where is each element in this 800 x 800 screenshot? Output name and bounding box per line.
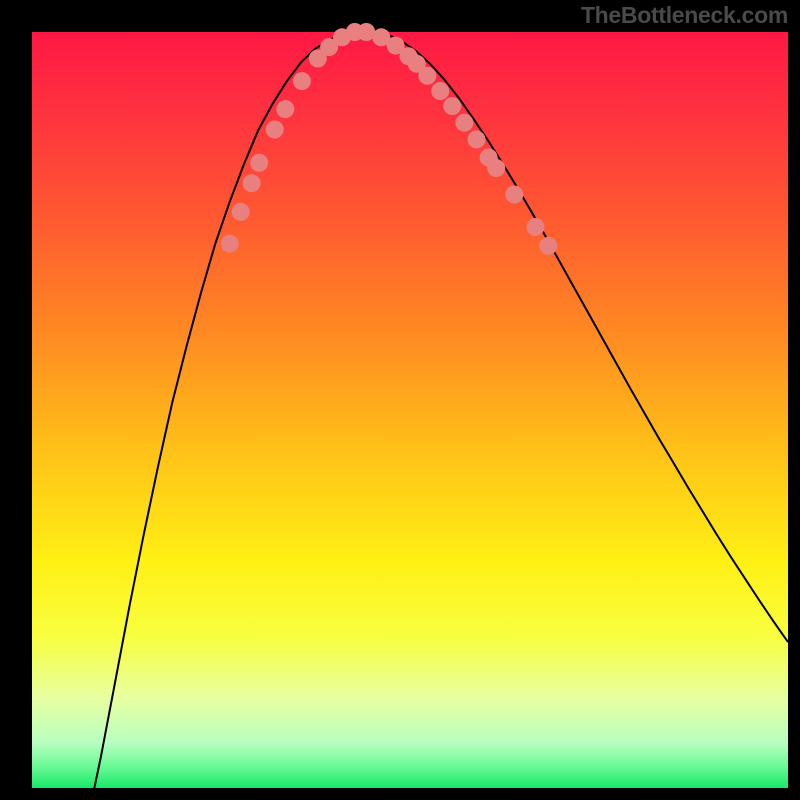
watermark-text: TheBottleneck.com — [581, 2, 788, 29]
marker-dot — [539, 237, 557, 255]
marker-dot — [468, 130, 486, 148]
bottleneck-plot — [0, 0, 800, 800]
marker-dot — [276, 100, 294, 118]
marker-dot — [443, 97, 461, 115]
marker-dot — [527, 218, 545, 236]
marker-dot — [418, 67, 436, 85]
chart-frame: TheBottleneck.com — [0, 0, 800, 800]
marker-dot — [293, 72, 311, 90]
gradient-background — [32, 32, 788, 788]
marker-dot — [266, 121, 284, 139]
marker-dot — [250, 154, 268, 172]
marker-dot — [221, 235, 239, 253]
marker-dot — [431, 82, 449, 100]
marker-dot — [487, 159, 505, 177]
marker-dot — [243, 174, 261, 192]
marker-dot — [455, 114, 473, 132]
marker-dot — [505, 186, 523, 204]
marker-dot — [232, 203, 250, 221]
